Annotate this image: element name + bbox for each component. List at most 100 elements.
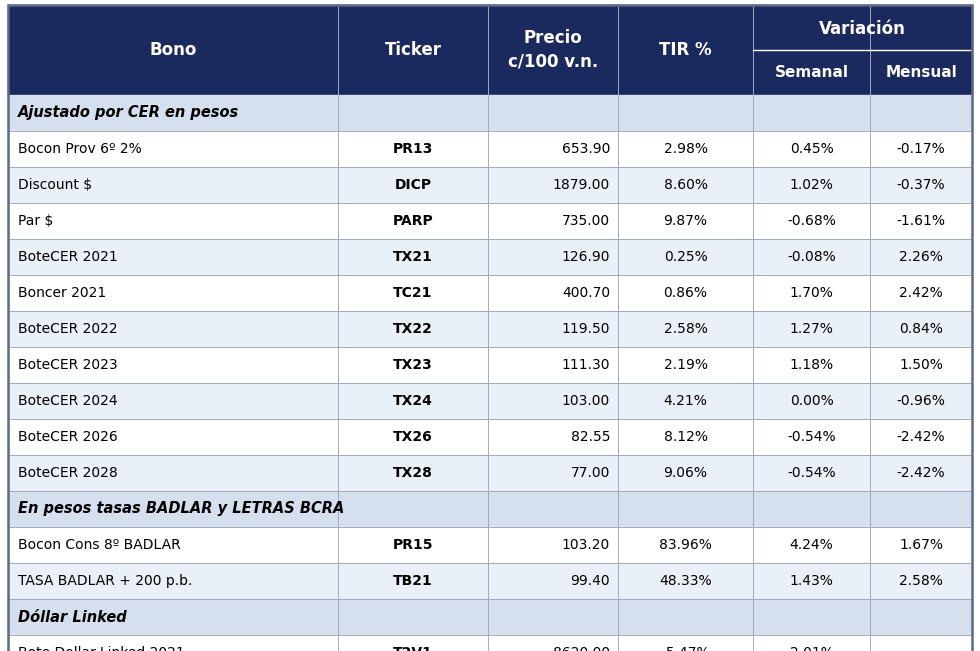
Text: TX28: TX28 [393, 466, 433, 480]
Text: Bocon Cons 8º BADLAR: Bocon Cons 8º BADLAR [18, 538, 180, 552]
Text: 653.90: 653.90 [562, 142, 610, 156]
Text: En pesos tasas BADLAR y LETRAS BCRA: En pesos tasas BADLAR y LETRAS BCRA [18, 501, 344, 516]
Text: TX21: TX21 [393, 250, 433, 264]
Text: 8.60%: 8.60% [663, 178, 708, 192]
Text: 0.86%: 0.86% [663, 286, 708, 300]
Bar [8, 527, 972, 563]
Text: 99.40: 99.40 [570, 574, 610, 588]
Text: 103.00: 103.00 [562, 394, 610, 408]
Text: -0.54%: -0.54% [787, 430, 836, 444]
Text: TASA BADLAR + 200 p.b.: TASA BADLAR + 200 p.b. [18, 574, 192, 588]
Text: Variación: Variación [819, 20, 906, 38]
Text: 1.18%: 1.18% [790, 358, 834, 372]
Text: 1.67%: 1.67% [899, 538, 943, 552]
Text: TX26: TX26 [393, 430, 433, 444]
Bar [8, 419, 972, 455]
Text: 111.30: 111.30 [562, 358, 610, 372]
Text: 2.01%: 2.01% [790, 646, 833, 651]
Bar [8, 383, 972, 419]
Text: -5.47%: -5.47% [662, 646, 710, 651]
Text: TX23: TX23 [393, 358, 433, 372]
Text: Bote Dollar-Linked 2021: Bote Dollar-Linked 2021 [18, 646, 185, 651]
Text: BoteCER 2022: BoteCER 2022 [18, 322, 118, 336]
Text: -0.08%: -0.08% [787, 250, 836, 264]
Text: 8.12%: 8.12% [663, 430, 708, 444]
Bar [8, 239, 972, 275]
Text: Mensual: Mensual [885, 65, 956, 80]
Text: PR13: PR13 [393, 142, 433, 156]
Text: Ajustado por CER en pesos: Ajustado por CER en pesos [18, 105, 239, 120]
Text: 83.96%: 83.96% [660, 538, 711, 552]
Bar [8, 275, 972, 311]
Bar [8, 347, 972, 383]
Text: Boncer 2021: Boncer 2021 [18, 286, 106, 300]
Text: 0.00%: 0.00% [790, 394, 833, 408]
Text: 2.98%: 2.98% [663, 142, 708, 156]
Text: 4.21%: 4.21% [663, 394, 708, 408]
Text: 1.43%: 1.43% [790, 574, 833, 588]
Bar [8, 455, 972, 491]
Text: Dóllar Linked: Dóllar Linked [18, 609, 126, 624]
Text: 2.19%: 2.19% [663, 358, 708, 372]
Text: -2.42%: -2.42% [897, 430, 946, 444]
Text: 0.84%: 0.84% [899, 322, 943, 336]
Text: 735.00: 735.00 [562, 214, 610, 228]
Text: 103.20: 103.20 [562, 538, 610, 552]
Bar [8, 131, 972, 167]
Text: TIR %: TIR % [660, 41, 711, 59]
Bar [8, 95, 972, 131]
Text: 2.42%: 2.42% [899, 286, 943, 300]
Text: Ticker: Ticker [384, 41, 442, 59]
Text: -0.68%: -0.68% [787, 214, 836, 228]
Text: 48.33%: 48.33% [660, 574, 711, 588]
Text: 1.70%: 1.70% [790, 286, 833, 300]
Text: 9.06%: 9.06% [663, 466, 708, 480]
Text: 2.58%: 2.58% [899, 574, 943, 588]
Text: -0.17%: -0.17% [897, 142, 946, 156]
Text: 2.58%: 2.58% [663, 322, 708, 336]
Bar [8, 203, 972, 239]
Text: PR15: PR15 [393, 538, 433, 552]
Text: 0.45%: 0.45% [790, 142, 833, 156]
Text: PARP: PARP [393, 214, 433, 228]
Text: 126.90: 126.90 [562, 250, 610, 264]
Text: 8620.00: 8620.00 [553, 646, 610, 651]
Text: -0.54%: -0.54% [787, 466, 836, 480]
Text: BoteCER 2023: BoteCER 2023 [18, 358, 118, 372]
Text: 4.24%: 4.24% [790, 538, 833, 552]
Text: Bono: Bono [149, 41, 197, 59]
Bar [8, 563, 972, 599]
Text: 1.50%: 1.50% [899, 358, 943, 372]
Text: BoteCER 2028: BoteCER 2028 [18, 466, 118, 480]
Text: 119.50: 119.50 [562, 322, 610, 336]
Text: -: - [918, 646, 923, 651]
Text: T2V1: T2V1 [393, 646, 433, 651]
Text: 0.25%: 0.25% [663, 250, 708, 264]
Text: Par $: Par $ [18, 214, 53, 228]
Text: TC21: TC21 [393, 286, 433, 300]
Text: 1.27%: 1.27% [790, 322, 833, 336]
Text: -1.61%: -1.61% [897, 214, 946, 228]
Text: 1879.00: 1879.00 [553, 178, 610, 192]
Text: BoteCER 2021: BoteCER 2021 [18, 250, 118, 264]
Text: DICP: DICP [394, 178, 431, 192]
Bar [8, 5, 972, 95]
Text: TX22: TX22 [393, 322, 433, 336]
Text: -0.96%: -0.96% [897, 394, 946, 408]
Text: Discount $: Discount $ [18, 178, 92, 192]
Text: BoteCER 2026: BoteCER 2026 [18, 430, 118, 444]
Text: Precio
c/100 v.n.: Precio c/100 v.n. [508, 29, 598, 71]
Text: -2.42%: -2.42% [897, 466, 946, 480]
Text: 77.00: 77.00 [570, 466, 610, 480]
Text: TB21: TB21 [393, 574, 433, 588]
Text: 9.87%: 9.87% [663, 214, 708, 228]
Text: 82.55: 82.55 [570, 430, 610, 444]
Bar [8, 635, 972, 651]
Bar [8, 311, 972, 347]
Text: Bocon Prov 6º 2%: Bocon Prov 6º 2% [18, 142, 142, 156]
Text: Semanal: Semanal [774, 65, 849, 80]
Bar [8, 599, 972, 635]
Bar [8, 491, 972, 527]
Text: BoteCER 2024: BoteCER 2024 [18, 394, 118, 408]
Text: 2.26%: 2.26% [899, 250, 943, 264]
